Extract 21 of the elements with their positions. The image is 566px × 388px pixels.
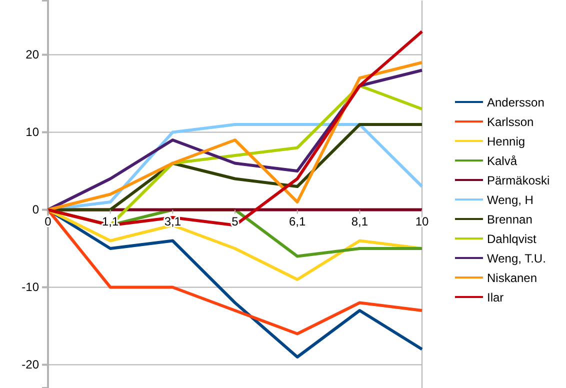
y-tick-label: 0	[32, 202, 40, 217]
legend-label: Andersson	[487, 96, 544, 110]
legend-label: Dahlqvist	[487, 232, 538, 246]
legend-label: Brennan	[487, 212, 532, 226]
legend-label: Pärmäkoski	[487, 174, 550, 188]
legend-label: Karlsson	[487, 115, 534, 129]
y-tick-label: 20	[26, 48, 40, 62]
legend-label: Weng, T.U.	[487, 252, 546, 266]
legend-label: Ilar	[487, 290, 504, 304]
x-tick-label: 0	[44, 214, 52, 228]
legend-label: Niskanen	[487, 271, 538, 285]
x-tick-label: 10	[415, 214, 429, 228]
x-tick-label: 6,1	[288, 214, 306, 228]
x-tick-label: 1,1	[102, 214, 119, 228]
y-tick-label: -10	[22, 280, 40, 294]
legend-label: Weng, H	[487, 193, 534, 207]
y-tick-label: 10	[26, 125, 40, 140]
x-tick-label: 8,1	[351, 214, 368, 228]
legend-label: Hennig	[487, 134, 526, 148]
legend-label: Kalvå	[487, 154, 518, 168]
y-tick-label: -20	[22, 358, 40, 372]
